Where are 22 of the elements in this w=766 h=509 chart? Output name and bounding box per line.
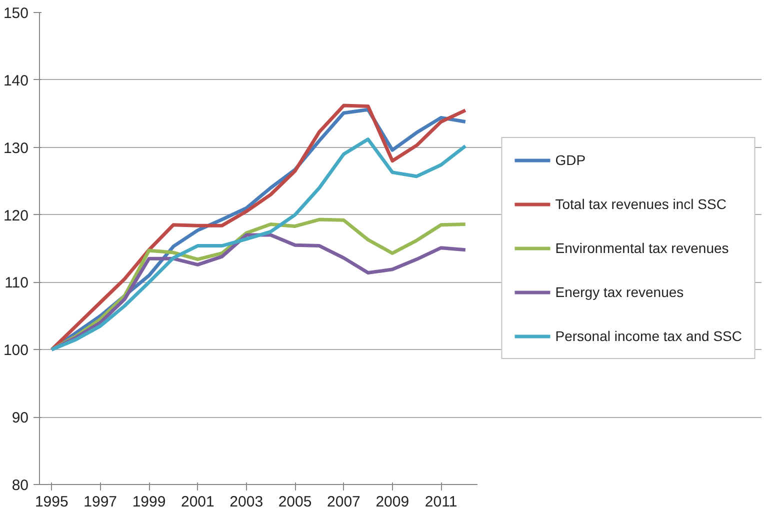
y-tick-label: 150 xyxy=(3,5,29,22)
x-tick-label: 1997 xyxy=(84,494,118,509)
legend-label: Environmental tax revenues xyxy=(555,240,729,256)
y-tick-label: 90 xyxy=(12,410,29,427)
y-tick-label: 110 xyxy=(4,274,29,292)
x-tick-label: 1995 xyxy=(34,494,68,509)
y-tick-label: 140 xyxy=(3,72,29,90)
x-tick-label: 2009 xyxy=(376,494,410,509)
x-tick-label: 2003 xyxy=(230,494,264,509)
y-tick-label: 100 xyxy=(3,342,29,360)
x-tick-label: 2005 xyxy=(278,494,312,509)
legend-label: Total tax revenues incl SSC xyxy=(555,196,726,212)
x-tick-label: 1999 xyxy=(132,494,166,509)
y-tick-label: 80 xyxy=(12,477,29,494)
x-tick-label: 2001 xyxy=(181,494,214,509)
legend-label: Personal income tax and SSC xyxy=(555,328,742,344)
x-tick-label: 2011 xyxy=(424,494,458,509)
y-tick-label: 120 xyxy=(3,207,29,224)
y-tick-label: 130 xyxy=(3,140,29,157)
legend-label: GDP xyxy=(555,152,586,168)
legend-label: Energy tax revenues xyxy=(555,284,684,300)
x-tick-label: 2007 xyxy=(327,494,360,509)
